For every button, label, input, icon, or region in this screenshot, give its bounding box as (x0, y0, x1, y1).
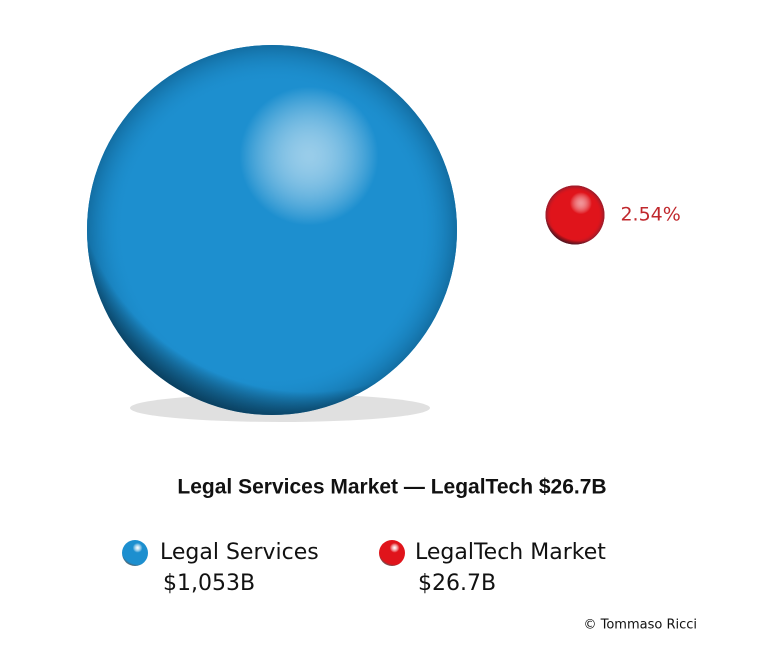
bubble-rim (545, 185, 605, 245)
bubble-rim (87, 45, 457, 415)
legend-marker (122, 540, 148, 566)
chart-title: Legal Services Market — LegalTech $26.7B (177, 476, 606, 499)
legend-label: Legal Services (160, 540, 319, 565)
credit: © Tommaso Ricci (583, 618, 697, 633)
legend-label: LegalTech Market (415, 540, 606, 565)
annotation: 2.54% (620, 204, 680, 226)
legend-marker (379, 540, 405, 566)
value-label: $26.7B (418, 571, 496, 596)
value-label: $1,053B (163, 571, 255, 596)
